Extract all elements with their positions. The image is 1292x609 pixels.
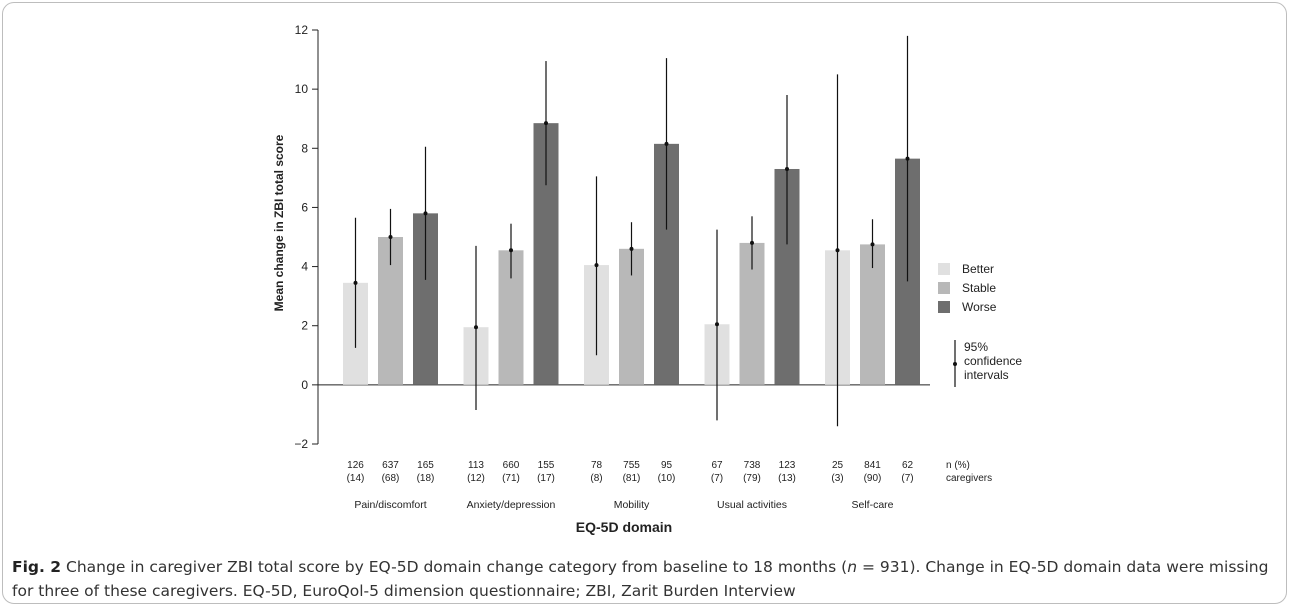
mean-point-usual-activities-stable xyxy=(750,240,754,245)
n-label: 126 xyxy=(347,460,364,471)
pct-label: (3) xyxy=(831,473,843,484)
pct-label: (68) xyxy=(382,473,400,484)
n-label: 637 xyxy=(382,460,399,471)
legend-swatch-better xyxy=(938,263,950,275)
caption-n-symbol: n xyxy=(847,558,858,576)
category-label-self-care: Self-care xyxy=(851,499,893,511)
legend-label-worse: Worse xyxy=(962,300,997,314)
mean-point-usual-activities-worse xyxy=(785,166,789,171)
caption-label: Fig. 2 xyxy=(12,558,62,576)
pct-label: (90) xyxy=(864,473,882,484)
mean-point-mobility-better xyxy=(594,263,599,268)
n-label: 95 xyxy=(661,460,673,471)
pct-label: (7) xyxy=(901,473,913,484)
y-tick-label: 2 xyxy=(301,319,308,333)
n-label: 738 xyxy=(744,460,761,471)
y-tick-label: 12 xyxy=(295,23,309,37)
n-label: 78 xyxy=(591,460,603,471)
y-tick-label: 6 xyxy=(301,200,308,214)
y-tick-label: 8 xyxy=(301,141,308,155)
pct-label: (10) xyxy=(658,473,676,484)
pct-label: (79) xyxy=(743,473,761,484)
mean-point-self-care-worse xyxy=(905,156,910,161)
pct-label: (7) xyxy=(711,473,723,484)
mean-point-pain-discomfort-worse xyxy=(423,211,428,216)
mean-point-anxiety-depression-better xyxy=(474,325,478,330)
pct-label: (14) xyxy=(347,473,365,484)
x-axis-label: EQ-5D domain xyxy=(576,519,672,535)
legend-ci-label-line: 95% xyxy=(964,340,988,354)
legend-ci-label-line: confidence xyxy=(964,354,1022,368)
pct-label: (18) xyxy=(417,473,435,484)
legend-ci-point xyxy=(953,362,957,366)
mean-point-pain-discomfort-better xyxy=(353,280,358,285)
legend-ci-label-line: intervals xyxy=(964,368,1009,382)
n-label: 67 xyxy=(711,460,723,471)
y-axis-label: Mean change in ZBI total score xyxy=(272,134,286,311)
n-label: 113 xyxy=(468,460,484,471)
figure-caption: Fig. 2 Change in caregiver ZBI total sco… xyxy=(12,555,1277,603)
n-label: 660 xyxy=(503,460,520,471)
labels-group: 126 (14) 637 (68) 165 (18) Pain/discomfort 113 (… xyxy=(347,460,993,535)
legend-swatch-worse xyxy=(938,301,950,313)
n-label: 841 xyxy=(864,460,881,471)
mean-point-mobility-stable xyxy=(629,246,634,251)
legend-swatch-stable xyxy=(938,282,950,294)
mean-point-mobility-worse xyxy=(664,141,669,146)
mean-point-self-care-better xyxy=(835,248,840,253)
n-label: 62 xyxy=(902,460,914,471)
pct-label: (12) xyxy=(467,473,485,484)
n-header-line: n (%) xyxy=(946,460,970,471)
pct-label: (8) xyxy=(590,473,602,484)
n-label: 25 xyxy=(832,460,844,471)
mean-point-pain-discomfort-stable xyxy=(388,235,393,239)
mean-point-anxiety-depression-stable xyxy=(509,248,513,253)
pct-label: (81) xyxy=(623,473,641,484)
n-header-line: caregivers xyxy=(946,473,992,484)
y-tick-label: 0 xyxy=(301,378,308,392)
n-label: 755 xyxy=(623,460,640,471)
legend-label-stable: Stable xyxy=(962,281,996,295)
y-tick-label: −2 xyxy=(294,437,308,451)
category-label-pain-discomfort: Pain/discomfort xyxy=(354,499,426,511)
error-bars-group xyxy=(353,35,910,427)
category-label-mobility: Mobility xyxy=(614,499,650,511)
y-tick-label: 4 xyxy=(301,260,308,274)
n-label: 123 xyxy=(779,460,796,471)
category-label-anxiety-depression: Anxiety/depression xyxy=(467,499,556,511)
caption-text-part2: = 931). Change in EQ-5D domain data were… xyxy=(12,558,1269,600)
pct-label: (13) xyxy=(778,473,796,484)
mean-point-self-care-stable xyxy=(870,242,875,247)
category-label-usual-activities: Usual activities xyxy=(717,499,787,511)
y-tick-label: 10 xyxy=(295,82,309,96)
legend-label-better: Better xyxy=(962,262,994,276)
mean-point-anxiety-depression-worse xyxy=(544,121,548,126)
pct-label: (17) xyxy=(537,473,555,484)
n-label: 155 xyxy=(538,460,555,471)
pct-label: (71) xyxy=(502,473,520,484)
mean-point-usual-activities-better xyxy=(715,322,719,327)
n-label: 165 xyxy=(417,460,434,471)
caption-text-part1: Change in caregiver ZBI total score by E… xyxy=(66,558,848,576)
axes-group: −2 0 2 4 6 8 10 12 Mean change in ZBI total scor… xyxy=(272,23,930,451)
bar-chart: −2 0 2 4 6 8 10 12 Mean change in ZBI total scor… xyxy=(272,23,1022,535)
